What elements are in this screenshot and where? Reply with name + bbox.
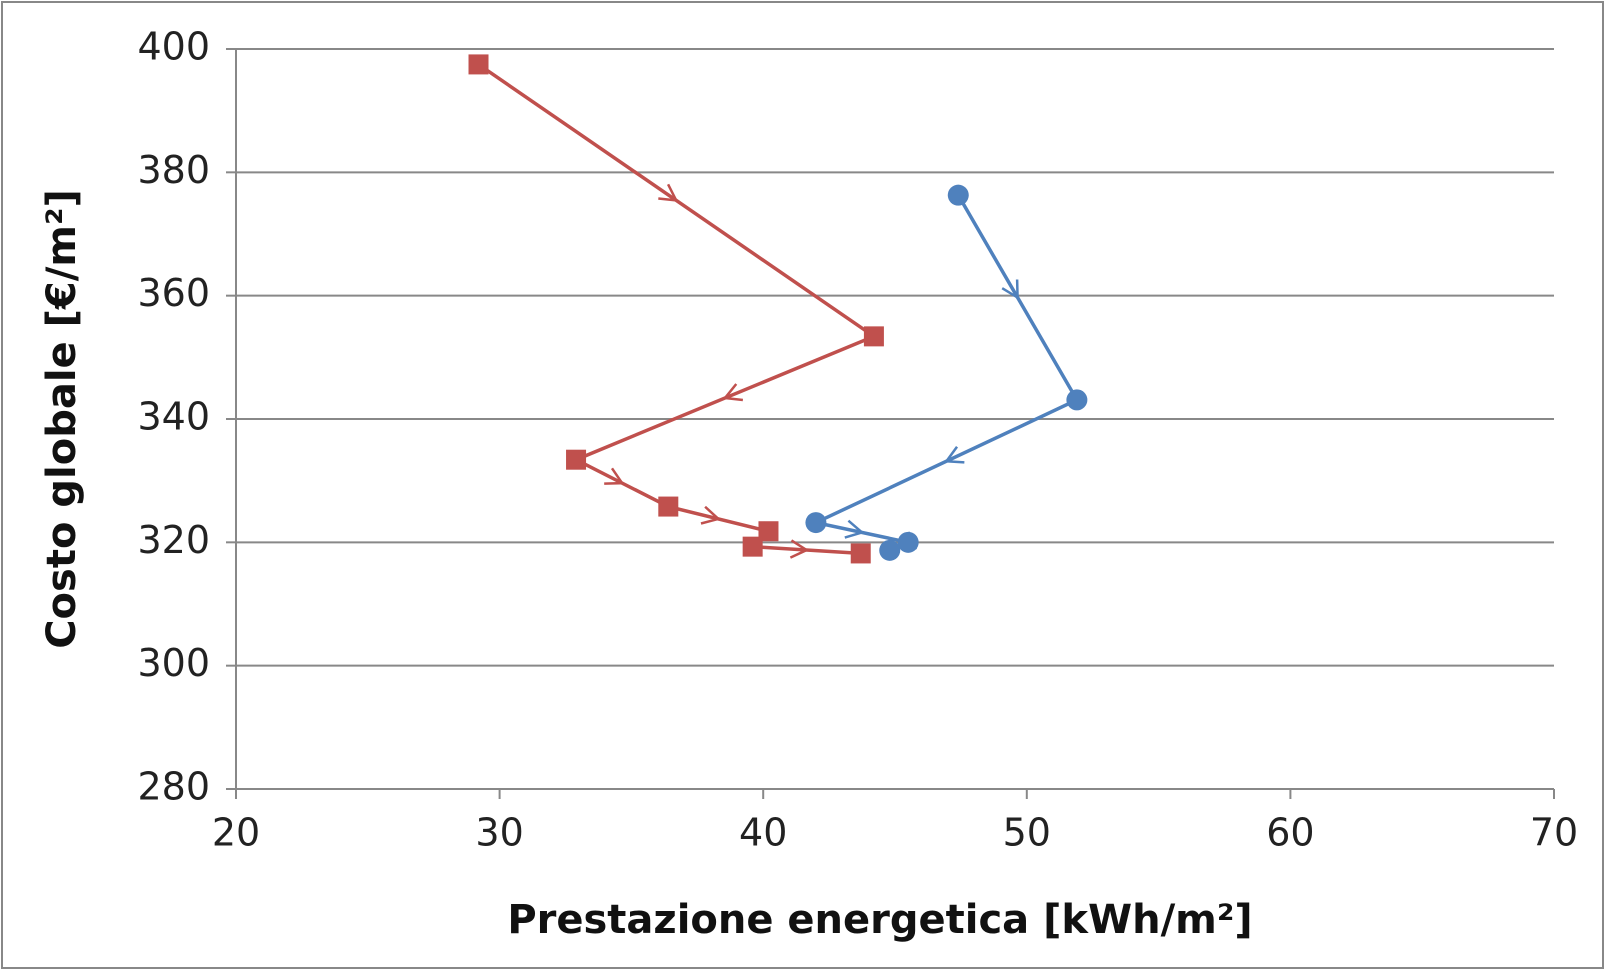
point — [897, 531, 919, 553]
x-tick-label: 50 — [1003, 811, 1051, 855]
direction-arrow — [722, 383, 744, 402]
point — [805, 512, 827, 534]
y-tick-label: 400 — [137, 25, 210, 69]
direction-arrow — [1001, 279, 1019, 300]
y-tick-label: 320 — [137, 518, 210, 562]
x-tick-label: 60 — [1266, 811, 1314, 855]
direction-arrow — [700, 505, 721, 525]
x-tick-label: 30 — [475, 811, 523, 855]
direction-arrow — [658, 183, 679, 202]
point — [658, 496, 679, 517]
x-axis-title: Prestazione energetica [kWh/m²] — [507, 897, 1252, 943]
y-axis-title: Costo globale [€/m²] — [39, 189, 85, 649]
point — [758, 521, 779, 542]
direction-arrow — [944, 445, 965, 464]
point — [879, 539, 901, 561]
y-tick-label: 340 — [137, 395, 210, 439]
point — [850, 543, 871, 564]
point — [468, 54, 489, 75]
x-tick-label: 70 — [1530, 811, 1578, 855]
direction-arrow — [844, 519, 865, 539]
y-tick-label: 300 — [137, 641, 210, 685]
point — [1066, 389, 1088, 411]
point — [566, 449, 587, 470]
direction-arrow — [604, 467, 625, 485]
point — [947, 184, 969, 206]
y-tick-label: 360 — [137, 271, 210, 315]
y-tick-label: 280 — [137, 765, 210, 809]
point — [863, 326, 884, 347]
point — [742, 536, 763, 557]
x-tick-label: 40 — [739, 811, 787, 855]
x-tick-label: 20 — [212, 811, 260, 855]
y-tick-label: 380 — [137, 148, 210, 192]
direction-arrow — [789, 539, 810, 559]
